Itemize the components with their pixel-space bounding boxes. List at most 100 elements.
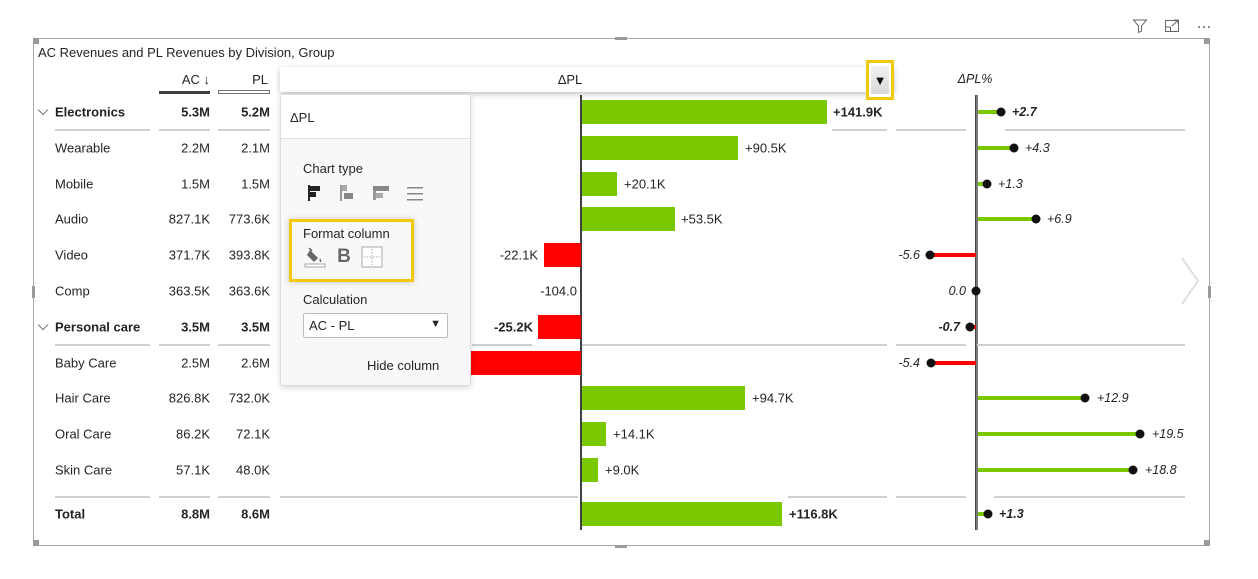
more-options-icon[interactable] [1194,16,1214,36]
total-separator [896,496,966,498]
cell-ac: 86.2K [176,426,210,442]
delta-pl-pct-dot [971,286,981,296]
row-label-mobile: Mobile [55,176,94,192]
delta-pl-pct-value: +12.9 [1097,391,1129,405]
resize-handle-right[interactable] [1208,286,1211,298]
delta-pl-pct-dot [982,179,992,189]
delta-pl-pct-pin[interactable] [930,253,976,257]
delta-pl-pct-value: +1.3 [998,177,1023,191]
cell-pl: 3.5M [241,319,270,335]
waterfall-chart-icon[interactable] [337,183,357,203]
column-settings-popup: ΔPL Chart type Format column B Calculati… [280,94,471,386]
delta-pl-pct-pin[interactable] [978,217,1036,221]
cell-pl: 732.0K [228,390,270,406]
select-arrow-icon: ▼ [430,318,441,330]
row-separator [582,344,887,346]
delta-pl-bar[interactable] [582,172,617,196]
row-label-wearable: Wearable [55,140,111,156]
calculation-select[interactable]: AC - PL ▼ [303,313,448,338]
popup-header: ΔPL [281,95,470,139]
collapse-electronics-chevron-icon[interactable] [36,105,50,119]
delta-pl-pct-pin-total[interactable] [978,512,988,516]
delta-pl-bar[interactable] [582,100,827,124]
delta-pl-column-header[interactable]: ΔPL [280,67,894,92]
fill-color-icon[interactable] [304,246,326,268]
column-header-pl[interactable]: PL [252,72,268,87]
cell-ac: 363.5K [168,283,210,299]
delta-pl-bar[interactable] [582,422,606,446]
delta-pl-pct-value: +19.5 [1152,427,1184,441]
resize-handle-left[interactable] [32,286,35,298]
cell-ac: 5.3M [181,104,210,120]
resize-handle-bottom-right[interactable] [1204,540,1210,546]
total-separator [159,496,210,498]
resize-handle-top-left[interactable] [33,38,39,44]
column-menu-button[interactable]: ▼ [866,60,894,100]
row-label-skin-care: Skin Care [55,462,113,478]
delta-pl-pct-pin[interactable] [978,468,1133,472]
delta-pl-bar[interactable] [544,243,581,267]
delta-pl-pct-value: -5.6 [898,248,920,262]
column-header-delta-pl-pct[interactable]: ΔPL% [957,72,993,86]
column-header-delta-pl: ΔPL [557,72,583,87]
chart-type-label: Chart type [303,161,363,176]
delta-pl-bar[interactable] [582,207,675,231]
cell-pl-total: 8.6M [241,506,270,522]
delta-pl-pct-value: +18.8 [1145,463,1177,477]
row-label-electronics: Electronics [55,104,126,120]
cell-ac: 827.1K [168,211,210,227]
border-icon[interactable] [361,246,383,268]
delta-pl-pct-dot [1009,143,1019,153]
row-separator [55,344,150,346]
resize-handle-bottom-left[interactable] [33,540,39,546]
delta-pl-axis [580,95,582,530]
filter-icon[interactable] [1130,16,1150,36]
delta-pl-bar-total[interactable] [582,502,782,526]
delta-pl-bar[interactable] [582,386,745,410]
no-chart-icon[interactable] [405,183,425,203]
delta-pl-value: +141.9K [833,104,883,120]
delta-pl-bar[interactable] [538,315,581,339]
delta-pl-pct-pin[interactable] [978,396,1085,400]
cell-pl: 363.6K [228,283,270,299]
hide-column-button[interactable]: Hide column [367,358,440,373]
row-separator [896,129,966,131]
delta-pl-pct-pin[interactable] [978,146,1014,150]
row-separator [832,129,887,131]
delta-pl-value: -22.1K [499,247,538,263]
integrated-variance-icon[interactable] [371,183,391,203]
bold-icon[interactable]: B [337,246,351,267]
resize-handle-top-right[interactable] [1204,38,1210,44]
resize-handle-top[interactable] [615,37,627,40]
delta-pl-pct-dot-total [983,509,993,519]
total-separator [55,496,150,498]
dropdown-arrow-icon: ▼ [871,66,889,94]
collapse-personal-care-chevron-icon[interactable] [36,320,50,334]
row-label-oral-care: Oral Care [55,426,112,442]
delta-pl-pct-dot [1128,465,1138,475]
total-separator [218,496,270,498]
delta-pl-bar[interactable] [582,136,738,160]
cell-ac: 1.5M [181,176,210,192]
delta-pl-pct-pin[interactable] [978,110,1001,114]
column-header-ac[interactable]: AC ↓ [181,72,210,87]
row-label-comp: Comp [55,283,90,299]
focus-mode-icon[interactable] [1162,16,1182,36]
bar-chart-icon[interactable] [305,183,325,203]
cell-pl: 5.2M [241,104,270,120]
cell-ac: 826.8K [168,390,210,406]
delta-pl-value-total: +116.8K [789,506,838,522]
cell-ac: 2.5M [181,355,210,371]
delta-pl-pct-pin[interactable] [978,432,1140,436]
delta-pl-pct-axis [975,95,978,530]
delta-pl-pct-pin[interactable] [931,361,976,365]
cell-ac: 371.7K [168,247,210,263]
cell-pl: 1.5M [241,176,270,192]
delta-pl-value: -25.2K [493,319,533,335]
delta-pl-pct-dot [996,107,1006,117]
total-separator [280,496,578,498]
cell-pl: 773.6K [228,211,270,227]
next-page-chevron-icon[interactable] [1178,256,1202,306]
delta-pl-bar[interactable] [582,458,598,482]
resize-handle-bottom[interactable] [615,545,627,548]
